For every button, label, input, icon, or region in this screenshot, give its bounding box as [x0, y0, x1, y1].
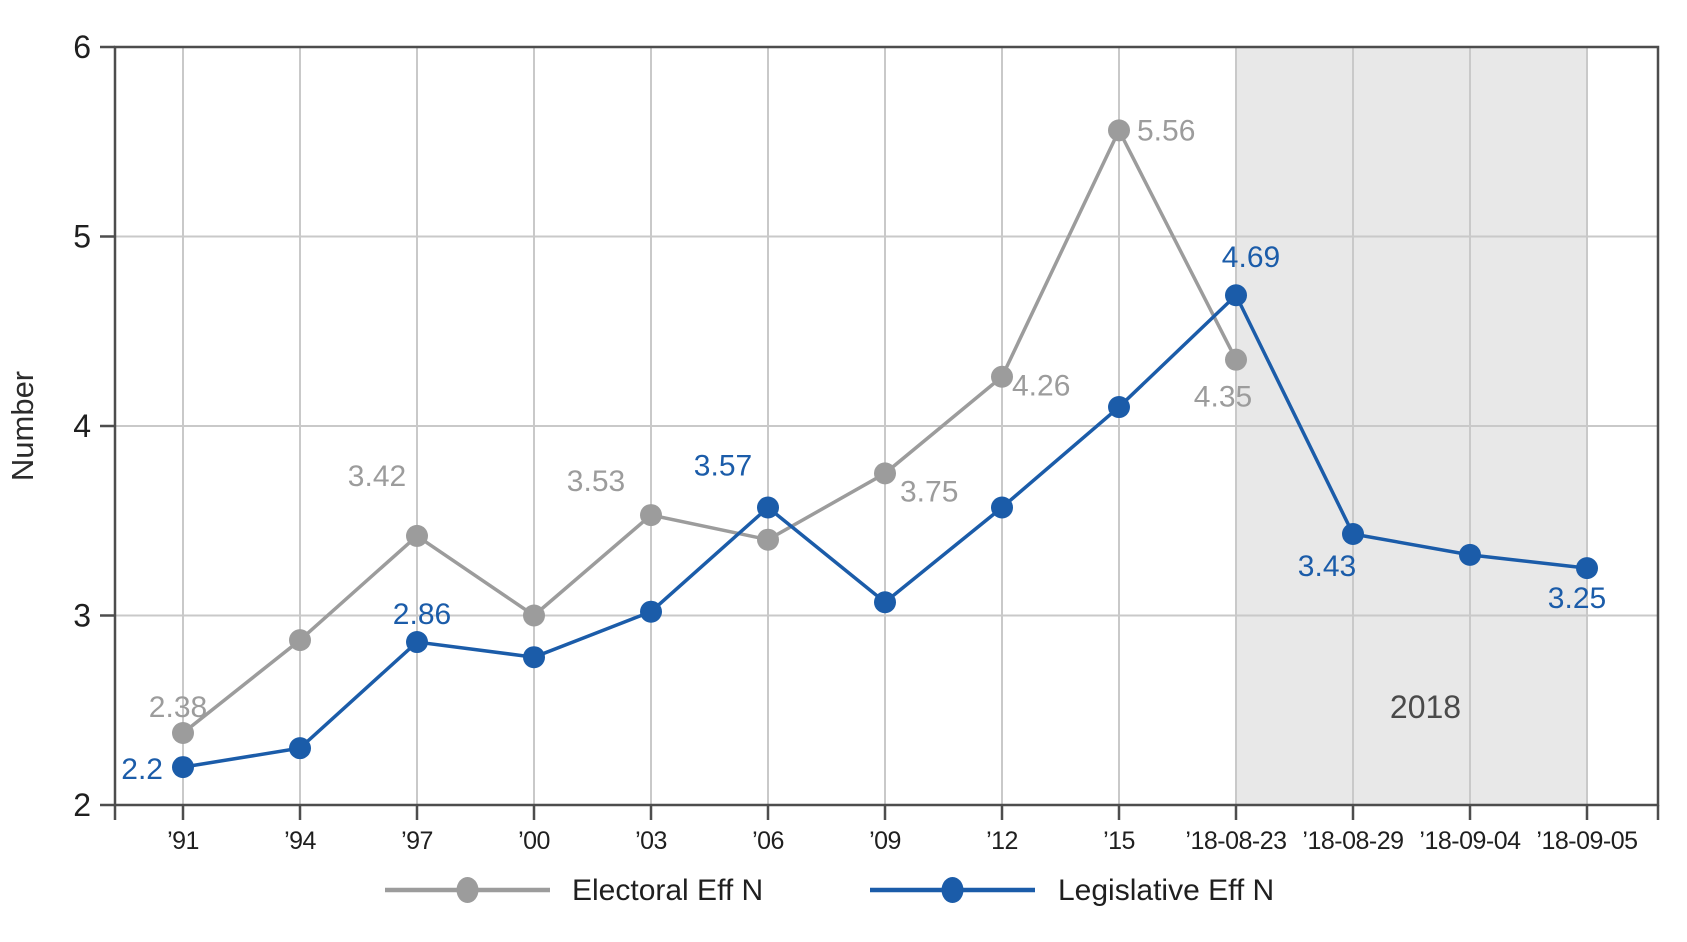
- data-point-legislative: [1108, 396, 1130, 419]
- x-tick-label: ’91: [167, 827, 199, 855]
- data-label-legislative: 3.25: [1548, 582, 1606, 615]
- data-point-legislative: [523, 646, 545, 669]
- y-tick-label: 2: [73, 787, 91, 823]
- x-tick-label: ’03: [635, 827, 667, 855]
- x-tick-label: ’97: [401, 827, 433, 855]
- data-point-electoral: [406, 524, 428, 547]
- legend-label-legislative: Legislative Eff N: [1058, 874, 1274, 907]
- data-point-electoral: [289, 629, 311, 652]
- data-point-legislative: [991, 496, 1013, 519]
- x-tick-label: ’12: [986, 827, 1018, 855]
- y-tick-label: 3: [73, 598, 91, 634]
- data-point-electoral: [1108, 119, 1130, 142]
- data-point-electoral: [991, 365, 1013, 388]
- legend-item-electoral: Electoral Eff N: [385, 874, 763, 907]
- x-tick-label: ’94: [284, 827, 316, 855]
- series-line-electoral: [181, 126, 1238, 735]
- data-label-electoral: 5.56: [1137, 114, 1195, 147]
- data-label-legislative: 3.57: [694, 449, 752, 482]
- data-label-electoral: 3.75: [900, 475, 958, 508]
- data-label-legislative: 4.69: [1222, 241, 1280, 274]
- data-label-electoral: 4.35: [1194, 381, 1252, 414]
- x-tick-label: ’06: [752, 827, 784, 855]
- data-point-legislative: [289, 737, 311, 760]
- data-label-electoral: 3.42: [348, 460, 406, 493]
- x-tick-label: ’18-09-05: [1536, 827, 1637, 855]
- data-point-legislative: [874, 591, 896, 614]
- legend-item-legislative: Legislative Eff N: [870, 874, 1274, 907]
- data-point-electoral: [172, 721, 194, 744]
- data-point-legislative: [172, 756, 194, 779]
- data-label-legislative: 2.86: [393, 598, 451, 631]
- data-label-electoral: 4.26: [1012, 370, 1070, 403]
- data-point-electoral: [1225, 348, 1247, 371]
- y-tick-label: 5: [73, 219, 91, 255]
- legend-swatch-dot-legislative: [941, 877, 964, 903]
- x-tick-label: ’00: [518, 827, 550, 855]
- data-point-electoral: [640, 504, 662, 527]
- legend-label-electoral: Electoral Eff N: [572, 874, 763, 907]
- y-tick-label: 4: [73, 408, 91, 444]
- data-label-legislative: 2.2: [121, 753, 163, 786]
- data-point-legislative: [757, 496, 779, 519]
- x-tick-label: ’09: [869, 827, 901, 855]
- x-tick-label: ’15: [1103, 827, 1135, 855]
- data-label-electoral: 2.38: [149, 691, 207, 724]
- data-point-legislative: [1342, 523, 1364, 546]
- annotation-2018: 2018: [1390, 689, 1461, 725]
- data-point-electoral: [757, 528, 779, 551]
- y-tick-label: 6: [73, 29, 91, 65]
- x-tick-label: ’18-08-23: [1185, 827, 1286, 855]
- data-point-legislative: [640, 600, 662, 623]
- x-tick-label: ’18-09-04: [1419, 827, 1521, 855]
- data-point-electoral: [874, 462, 896, 485]
- data-label-electoral: 3.53: [567, 465, 625, 498]
- data-label-legislative: 3.43: [1298, 550, 1356, 583]
- data-point-legislative: [1459, 543, 1481, 566]
- data-point-electoral: [523, 604, 545, 627]
- legend-swatch-dot-electoral: [456, 877, 479, 903]
- data-point-legislative: [406, 631, 428, 654]
- x-tick-label: ’18-08-29: [1302, 827, 1403, 855]
- data-point-legislative: [1576, 557, 1598, 580]
- data-point-legislative: [1225, 284, 1247, 307]
- y-axis-title: Number: [5, 371, 40, 481]
